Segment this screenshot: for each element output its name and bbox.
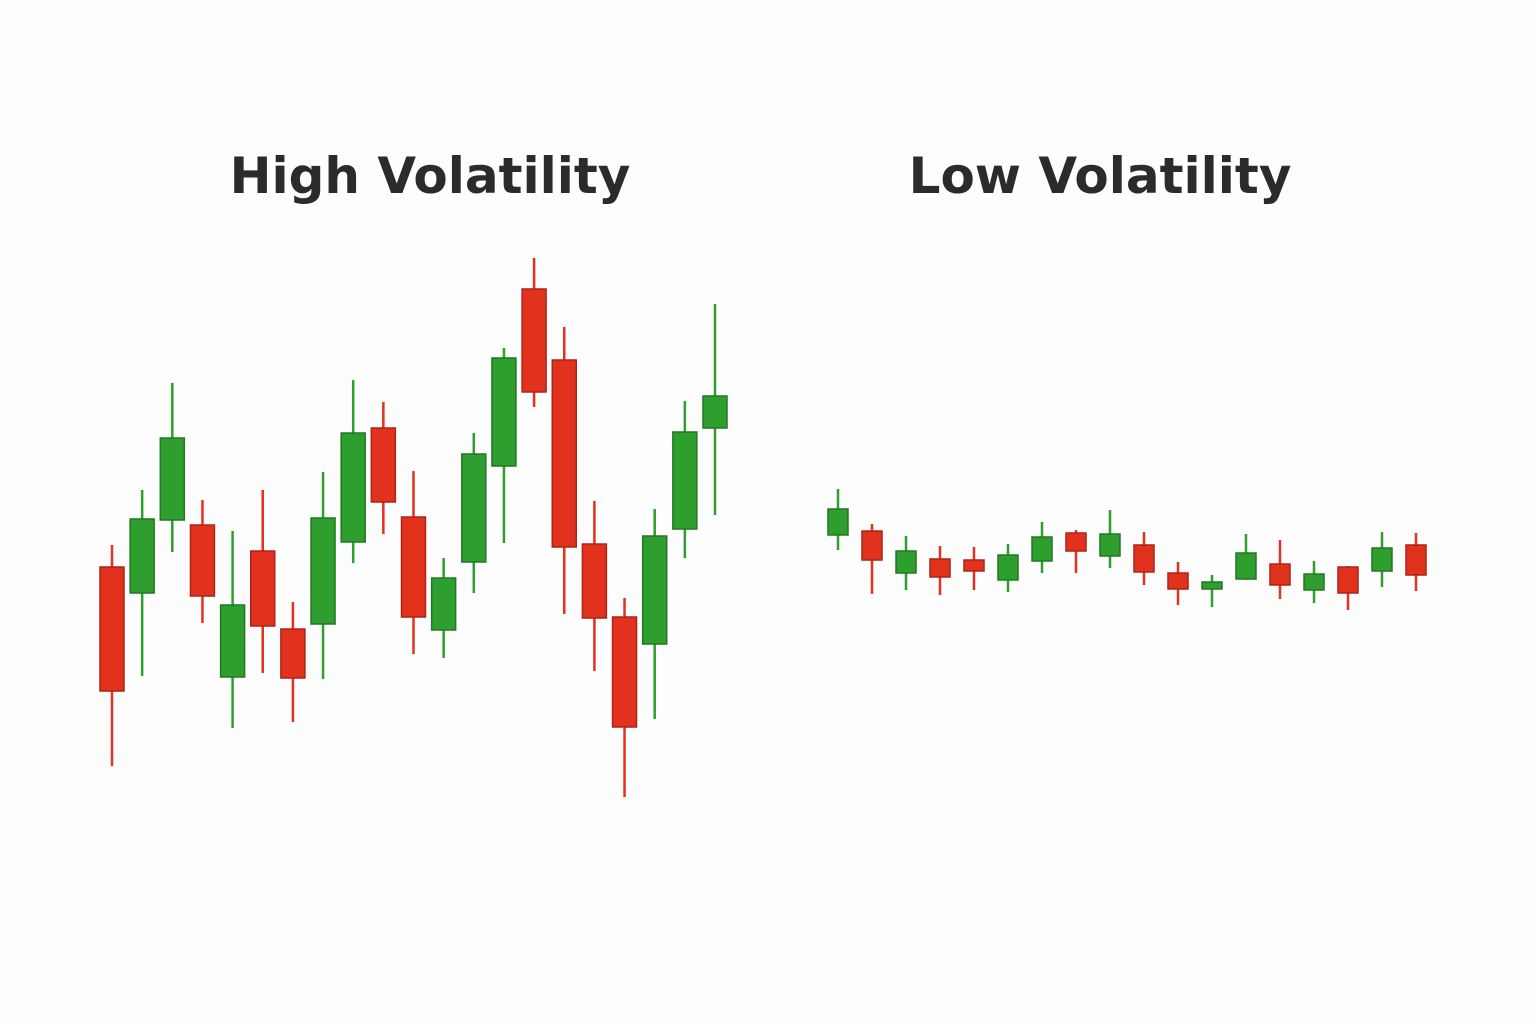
candle-body <box>641 535 668 645</box>
candle-body <box>1337 566 1359 594</box>
candle-body <box>370 427 397 503</box>
candle-body <box>400 516 427 618</box>
chart-title: Low Volatility <box>909 147 1292 205</box>
candle-body <box>461 453 487 563</box>
candle-body <box>1303 573 1325 591</box>
candle-body <box>1167 572 1189 590</box>
candle-body <box>99 566 125 692</box>
candle-body <box>1371 547 1393 572</box>
candle-body <box>1031 536 1053 562</box>
candle-body <box>1099 533 1121 557</box>
candle-body <box>430 577 457 631</box>
candle-body <box>581 543 608 619</box>
candle-body <box>129 518 155 594</box>
candle-body <box>521 288 547 393</box>
candle-body <box>1269 563 1291 586</box>
candle-body <box>611 616 638 728</box>
candle-body <box>702 395 728 429</box>
candle-body <box>997 554 1019 581</box>
candle-body <box>310 517 336 625</box>
candle-body <box>159 437 186 521</box>
candle-body <box>929 558 951 578</box>
candle-body <box>963 559 985 572</box>
chart-title: High Volatility <box>230 147 631 205</box>
candle-body <box>189 524 216 597</box>
candle-body <box>1235 552 1257 580</box>
candle-body <box>861 530 883 561</box>
candle-body <box>1201 581 1223 590</box>
candle-body <box>1065 532 1087 552</box>
candle-body <box>551 359 577 548</box>
candle-body <box>1405 544 1427 576</box>
candle-body <box>1133 544 1155 573</box>
candle-body <box>672 431 698 530</box>
candle-body <box>280 628 306 679</box>
candle-body <box>827 508 849 536</box>
candle-body <box>250 550 276 627</box>
candle-body <box>895 550 917 574</box>
candle-body <box>340 432 366 543</box>
candle-body <box>491 357 517 467</box>
candle-body <box>219 604 246 678</box>
